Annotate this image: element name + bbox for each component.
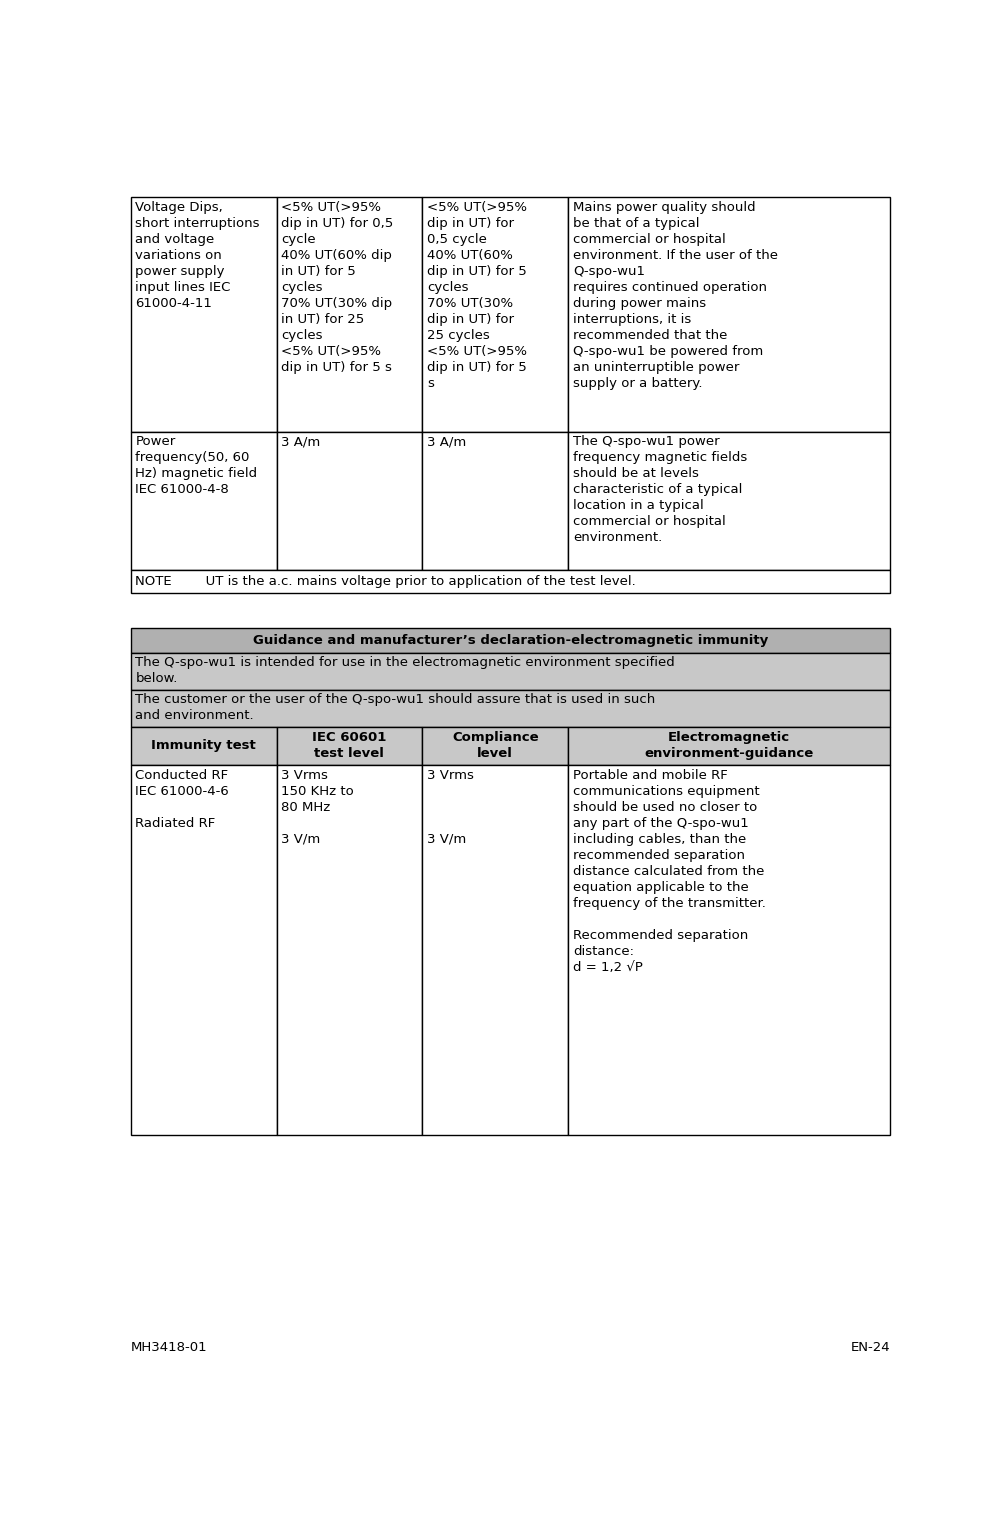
Text: The customer or the user of the Q-spo-wu1 should assure that is used in such
and: The customer or the user of the Q-spo-wu…: [135, 694, 655, 723]
Text: 3 A/m: 3 A/m: [427, 435, 466, 449]
Text: <5% UT(>95%
dip in UT) for
0,5 cycle
40% UT(60%
dip in UT) for 5
cycles
70% UT(3: <5% UT(>95% dip in UT) for 0,5 cycle 40%…: [427, 201, 527, 389]
Bar: [130, 570, 890, 593]
Bar: [277, 198, 422, 432]
Bar: [422, 764, 568, 1135]
Text: Portable and mobile RF
communications equipment
should be used no closer to
any : Portable and mobile RF communications eq…: [573, 769, 766, 974]
Text: 3 A/m: 3 A/m: [281, 435, 321, 449]
Bar: [568, 432, 890, 570]
Bar: [422, 726, 568, 764]
Text: Voltage Dips,
short interruptions
and voltage
variations on
power supply
input l: Voltage Dips, short interruptions and vo…: [135, 201, 260, 309]
Bar: [130, 653, 890, 689]
Bar: [568, 198, 890, 432]
Bar: [568, 764, 890, 1135]
Text: Power
frequency(50, 60
Hz) magnetic field
IEC 61000-4-8: Power frequency(50, 60 Hz) magnetic fiel…: [135, 435, 258, 496]
Bar: [277, 764, 422, 1135]
Bar: [130, 198, 277, 432]
Bar: [568, 726, 890, 764]
Bar: [130, 689, 890, 726]
Bar: [422, 432, 568, 570]
Bar: [277, 432, 422, 570]
Text: 3 Vrms
150 KHz to
80 MHz

3 V/m: 3 Vrms 150 KHz to 80 MHz 3 V/m: [281, 769, 354, 846]
Bar: [130, 628, 890, 653]
Bar: [130, 432, 277, 570]
Text: Conducted RF
IEC 61000-4-6

Radiated RF: Conducted RF IEC 61000-4-6 Radiated RF: [135, 769, 229, 830]
Text: Compliance
level: Compliance level: [452, 731, 539, 760]
Bar: [422, 198, 568, 432]
Text: Guidance and manufacturer’s declaration-electromagnetic immunity: Guidance and manufacturer’s declaration-…: [253, 634, 768, 647]
Text: <5% UT(>95%
dip in UT) for 0,5
cycle
40% UT(60% dip
in UT) for 5
cycles
70% UT(3: <5% UT(>95% dip in UT) for 0,5 cycle 40%…: [281, 201, 393, 374]
Text: Immunity test: Immunity test: [151, 740, 256, 752]
Text: The Q-spo-wu1 is intended for use in the electromagnetic environment specified
b: The Q-spo-wu1 is intended for use in the…: [135, 657, 675, 685]
Text: EN-24: EN-24: [851, 1340, 890, 1354]
Bar: [130, 726, 277, 764]
Text: NOTE        UT is the a.c. mains voltage prior to application of the test level.: NOTE UT is the a.c. mains voltage prior …: [135, 576, 636, 588]
Text: 3 Vrms



3 V/m: 3 Vrms 3 V/m: [427, 769, 474, 846]
Bar: [277, 726, 422, 764]
Text: Mains power quality should
be that of a typical
commercial or hospital
environme: Mains power quality should be that of a …: [573, 201, 778, 389]
Text: MH3418-01: MH3418-01: [130, 1340, 207, 1354]
Text: The Q-spo-wu1 power
frequency magnetic fields
should be at levels
characteristic: The Q-spo-wu1 power frequency magnetic f…: [573, 435, 747, 544]
Text: IEC 60601
test level: IEC 60601 test level: [313, 731, 386, 760]
Bar: [130, 764, 277, 1135]
Text: Electromagnetic
environment-guidance: Electromagnetic environment-guidance: [644, 731, 814, 760]
